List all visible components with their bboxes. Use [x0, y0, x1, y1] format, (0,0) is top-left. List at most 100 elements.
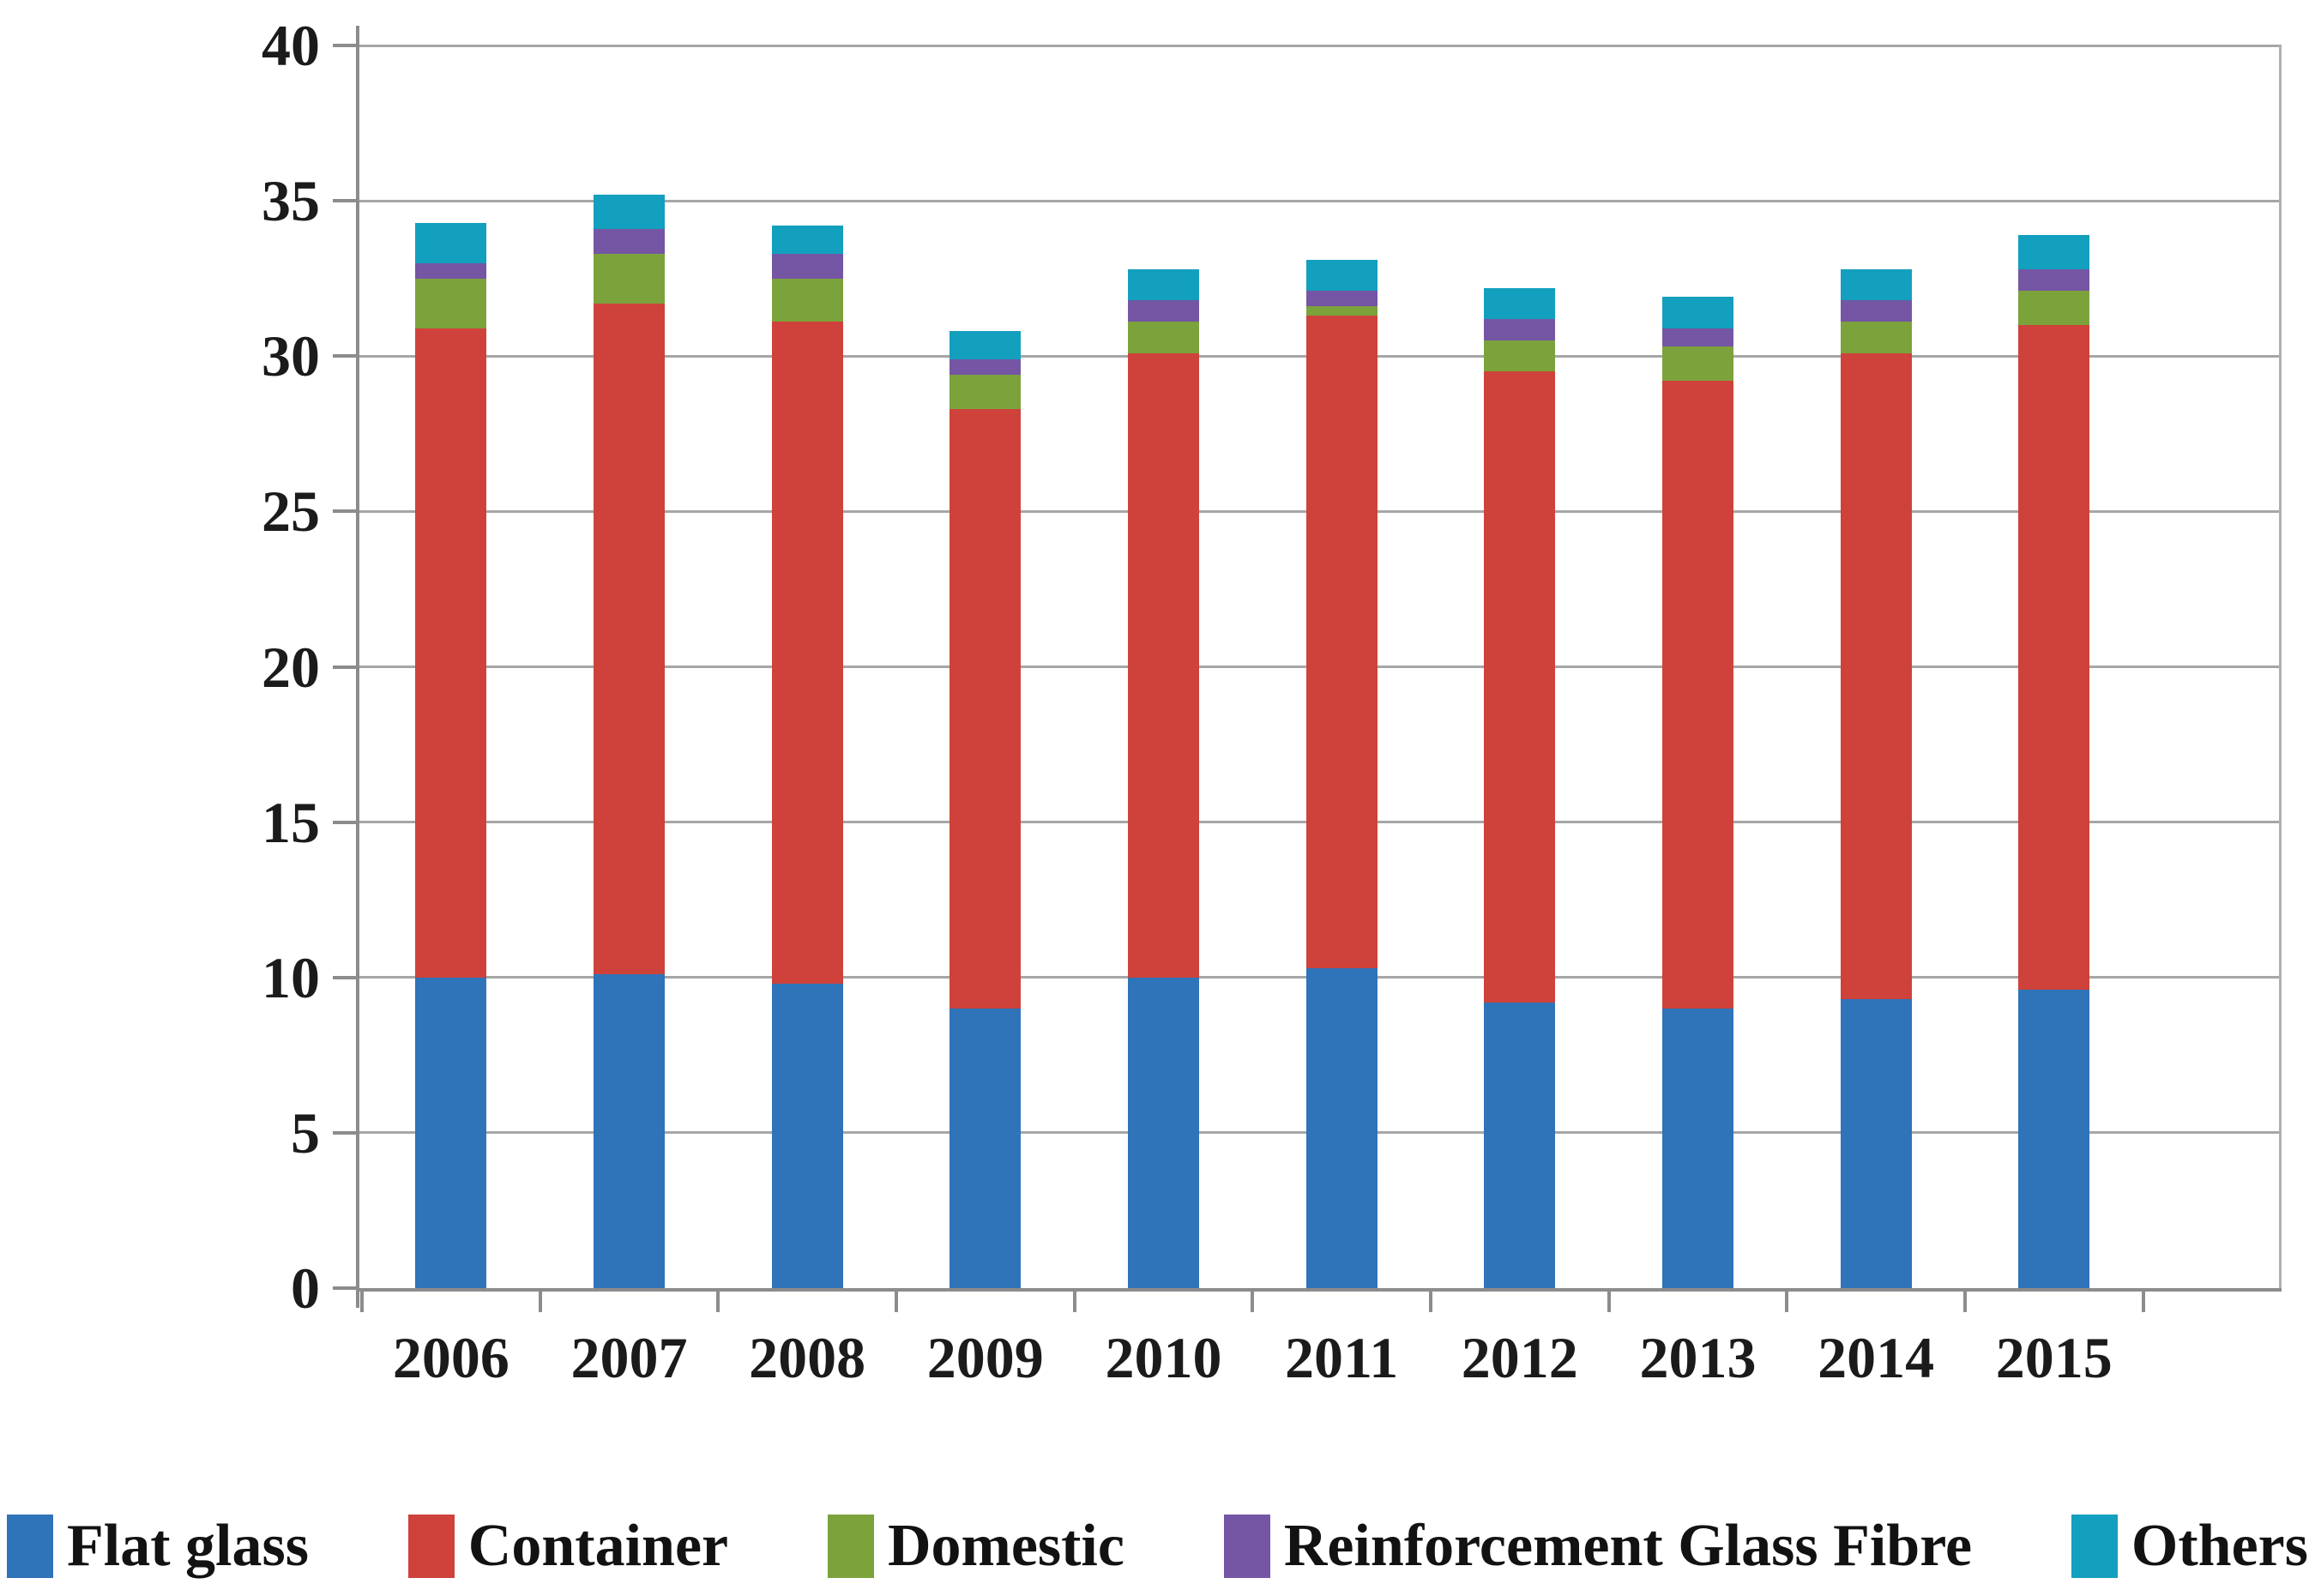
bar-2008-domestic: [771, 278, 843, 322]
bar-2012-domestic: [1484, 340, 1556, 372]
bar-2011-reinforcement-glass-fibre: [1305, 291, 1378, 307]
bar-2009-reinforcement-glass-fibre: [950, 358, 1022, 375]
legend-item-container: Container: [407, 1515, 728, 1578]
bar-2012-container: [1484, 371, 1556, 1003]
y-tick-0: [333, 1286, 359, 1290]
gridline-35: [359, 199, 2282, 202]
legend-swatch-icon: [7, 1515, 53, 1578]
y-axis-label-15: 15: [262, 789, 320, 855]
bar-2010-container: [1127, 352, 1199, 978]
bar-2013-container: [1661, 381, 1733, 1009]
bar-2010-others: [1127, 268, 1199, 301]
legend-label: Flat glass: [67, 1513, 309, 1579]
bar-2013-domestic: [1661, 346, 1733, 382]
bar-2010-reinforcement-glass-fibre: [1127, 300, 1199, 322]
y-tick-30: [333, 354, 359, 358]
y-axis-label-25: 25: [262, 479, 320, 545]
bar-2011-domestic: [1305, 306, 1378, 316]
x-tick-3: [894, 1292, 898, 1312]
bar-2015-flat-glass: [2018, 990, 2090, 1288]
legend-swatch-icon: [407, 1515, 455, 1578]
x-axis-label-2011: 2011: [1285, 1325, 1399, 1390]
bar-2009-flat-glass: [950, 1008, 1022, 1288]
x-axis-line: [356, 1288, 2282, 1292]
bar-2008-flat-glass: [771, 984, 843, 1288]
x-tick-0: [360, 1292, 364, 1312]
bar-2014-container: [1840, 352, 1912, 1000]
bar-2006-reinforcement-glass-fibre: [415, 262, 487, 279]
y-tick-40: [333, 44, 359, 47]
x-tick-7: [1607, 1292, 1611, 1312]
bar-2011-others: [1305, 259, 1378, 292]
x-tick-8: [1785, 1292, 1789, 1312]
bar-2012-others: [1484, 287, 1556, 319]
bar-2006-flat-glass: [415, 977, 487, 1288]
bar-2011-container: [1305, 316, 1378, 968]
legend-item-domestic: Domestic: [827, 1513, 1124, 1579]
y-axis-label-35: 35: [262, 168, 320, 234]
bar-2014-flat-glass: [1840, 999, 1912, 1288]
y-tick-25: [333, 509, 359, 514]
chart-legend: Flat glass Container Domestic Reinforcement…: [7, 1508, 2308, 1585]
bar-2013-flat-glass: [1661, 1008, 1733, 1288]
legend-label: Domestic: [887, 1513, 1124, 1579]
x-axis-label-2008: 2008: [749, 1325, 866, 1390]
bar-2015-domestic: [2018, 291, 2090, 326]
bar-2012-reinforcement-glass-fibre: [1484, 318, 1556, 341]
x-axis-label-2015: 2015: [1995, 1325, 2113, 1390]
x-axis-label-2013: 2013: [1639, 1325, 1757, 1390]
x-axis-label-2012: 2012: [1461, 1325, 1578, 1390]
legend-swatch-icon: [2071, 1515, 2118, 1578]
x-axis-label-2009: 2009: [926, 1325, 1044, 1390]
bar-2010-flat-glass: [1127, 977, 1199, 1288]
x-tick-2: [716, 1292, 720, 1312]
legend-label: Others: [2131, 1513, 2308, 1579]
x-tick-10: [2141, 1292, 2145, 1312]
legend-swatch-icon: [827, 1515, 874, 1578]
legend-item-others: Others: [2071, 1515, 2308, 1578]
x-tick-9: [1962, 1292, 1967, 1312]
bar-2007-container: [593, 303, 665, 975]
bar-2011-flat-glass: [1305, 967, 1378, 1288]
y-axis-label-20: 20: [262, 634, 320, 700]
x-axis-label-2007: 2007: [570, 1325, 688, 1390]
x-axis-label-2006: 2006: [392, 1325, 509, 1390]
bar-2015-reinforcement-glass-fibre: [2018, 268, 2090, 292]
y-axis-label-10: 10: [262, 944, 320, 1010]
y-axis-label-0: 0: [291, 1256, 320, 1321]
bar-2014-reinforcement-glass-fibre: [1840, 300, 1912, 322]
bar-2007-reinforcement-glass-fibre: [593, 228, 665, 254]
y-tick-35: [333, 199, 359, 203]
legend-label: Reinforcement Glass Fibre: [1283, 1513, 1973, 1579]
x-axis-label-2014: 2014: [1818, 1325, 1935, 1390]
y-tick-20: [333, 665, 359, 669]
plot-right-border: [2279, 45, 2282, 1288]
y-tick-10: [333, 975, 359, 979]
y-tick-5: [333, 1130, 359, 1135]
y-axis-label-5: 5: [291, 1099, 320, 1165]
bar-2014-others: [1840, 268, 1912, 301]
x-axis-label-2010: 2010: [1105, 1325, 1222, 1390]
bar-2007-others: [593, 194, 665, 229]
x-tick-6: [1428, 1292, 1432, 1312]
bar-2007-flat-glass: [593, 974, 665, 1288]
bar-2009-domestic: [950, 375, 1022, 409]
bar-2006-container: [415, 328, 487, 978]
bar-2013-others: [1661, 297, 1733, 328]
legend-item-flat-glass: Flat glass: [7, 1515, 309, 1578]
legend-item-reinforcement-glass-fibre: Reinforcement Glass Fibre: [1223, 1513, 1973, 1579]
bar-2008-container: [771, 322, 843, 984]
bar-2015-container: [2018, 325, 2090, 991]
bar-2009-container: [950, 408, 1022, 1009]
bar-2012-flat-glass: [1484, 1002, 1556, 1288]
y-axis-label-40: 40: [262, 13, 320, 78]
bar-2015-others: [2018, 234, 2090, 269]
bar-2009-others: [950, 331, 1022, 359]
bar-2014-domestic: [1840, 322, 1912, 353]
bar-2006-domestic: [415, 278, 487, 328]
x-tick-4: [1072, 1292, 1076, 1312]
y-tick-15: [333, 820, 359, 824]
x-tick-5: [1251, 1292, 1255, 1312]
gridline-40: [359, 44, 2282, 47]
x-tick-1: [538, 1292, 542, 1312]
